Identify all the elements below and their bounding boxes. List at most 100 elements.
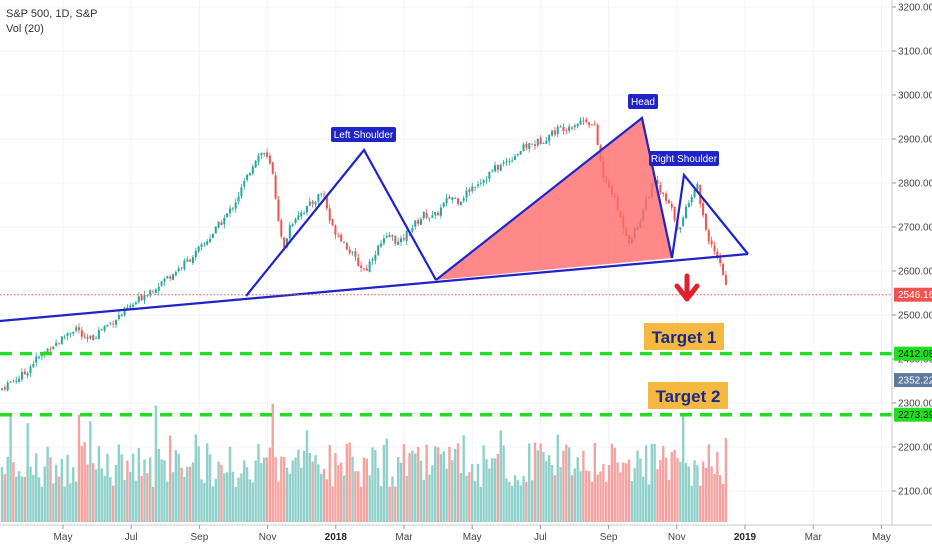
candle-body — [682, 217, 685, 227]
last-price-badge: 2546.16 — [894, 287, 932, 302]
candle-body — [553, 130, 556, 135]
volume-bar — [331, 486, 334, 522]
volume-bar — [491, 458, 494, 522]
candle-body — [223, 217, 226, 225]
volume-label[interactable]: Vol (20) — [6, 23, 44, 35]
volume-bar — [206, 443, 209, 522]
candle-body — [556, 126, 559, 135]
candle-body — [209, 238, 212, 243]
candle-body — [371, 259, 374, 261]
candle-body — [462, 198, 465, 201]
volume-bar — [448, 446, 451, 522]
volume-bar — [203, 482, 206, 522]
candle-body — [693, 190, 696, 198]
volume-bar — [542, 451, 545, 522]
candle-body — [380, 243, 383, 247]
candle-body — [3, 387, 6, 390]
candle-body — [129, 305, 132, 308]
volume-bar — [180, 467, 183, 522]
candle-body — [52, 346, 55, 350]
candle-body — [539, 138, 542, 145]
candle-body — [1, 388, 3, 390]
candle-body — [251, 166, 254, 174]
volume-bar — [131, 453, 135, 522]
volume-bar — [399, 462, 403, 522]
candle-body — [548, 134, 551, 142]
volume-bar — [234, 486, 237, 522]
candle-body — [271, 162, 274, 175]
candle-body — [115, 320, 117, 325]
volume-bar — [200, 479, 203, 522]
head-label: Head — [628, 94, 658, 109]
y-tick-label: 2800.00 — [898, 179, 932, 190]
volume-bar — [513, 475, 517, 522]
candle-body — [704, 213, 707, 230]
down-arrow-icon — [674, 273, 700, 302]
x-tick-label: Sep — [600, 532, 618, 543]
candle-body — [585, 119, 588, 122]
candle-body — [340, 234, 343, 242]
volume-bar — [345, 443, 349, 522]
volume-bar — [291, 460, 294, 522]
candle-body — [596, 125, 599, 145]
volume-bar — [468, 472, 471, 522]
candle-body — [593, 124, 596, 125]
volume-bar — [254, 460, 257, 522]
volume-bar — [619, 472, 622, 522]
volume-bar — [445, 468, 448, 522]
candle-body — [120, 314, 123, 317]
candle-body — [75, 327, 78, 331]
candle-body — [317, 194, 320, 202]
volume-bar — [676, 458, 679, 522]
volume-bar — [659, 459, 662, 522]
candle-body — [186, 259, 189, 262]
volume-bar — [530, 480, 534, 522]
candle-body — [277, 199, 280, 222]
candle-body — [69, 332, 72, 334]
candle-body — [499, 164, 502, 171]
volume-bar — [357, 471, 360, 522]
candle-body — [83, 336, 86, 338]
volume-bar — [642, 476, 645, 522]
volume-bar — [211, 486, 215, 522]
symbol-label[interactable]: S&P 500, 1D, S&P — [6, 8, 98, 20]
candle-body — [194, 250, 197, 258]
volume-bar — [240, 473, 243, 522]
volume-bar — [245, 467, 249, 522]
volume-bar — [3, 474, 7, 522]
y-tick-label: 2600.00 — [898, 267, 932, 278]
volume-bar — [385, 438, 388, 522]
candle-body — [197, 246, 200, 252]
volume-bar — [391, 476, 394, 522]
volume-bar — [422, 480, 425, 522]
volume-bar — [57, 476, 61, 522]
volume-bar — [593, 442, 596, 522]
volume-bar — [596, 474, 599, 522]
candle-body — [707, 230, 710, 242]
volume-bar — [83, 441, 86, 522]
x-tick-label: Nov — [259, 532, 277, 543]
extra-price-badge: 2352.22 — [894, 373, 932, 388]
volume-bar — [522, 475, 525, 522]
candle-body — [454, 197, 457, 199]
volume-bar — [23, 476, 26, 522]
candle-body — [402, 238, 405, 240]
candle-body — [106, 324, 109, 327]
volume-bar — [485, 459, 488, 522]
volume-bar — [533, 442, 537, 522]
volume-bar — [308, 453, 311, 522]
volume-bar — [582, 450, 585, 522]
price-axis[interactable]: 3200.00 3100.00 3000.00 2900.00 2800.00 2700.… — [892, 3, 932, 498]
candle-body — [32, 363, 35, 368]
time-axis[interactable]: May Jul Sep Nov 2018 Mar May Jul Sep Nov 2019 Mar Ma… — [54, 525, 891, 543]
volume-bar — [459, 472, 463, 522]
volume-bar — [54, 464, 58, 522]
candle-body — [63, 336, 66, 338]
candle-body — [343, 241, 345, 243]
candle-body — [479, 182, 482, 184]
volume-bar — [371, 447, 374, 522]
candle-body — [157, 286, 160, 291]
candle-body — [328, 208, 331, 221]
volume-bar — [351, 456, 354, 522]
